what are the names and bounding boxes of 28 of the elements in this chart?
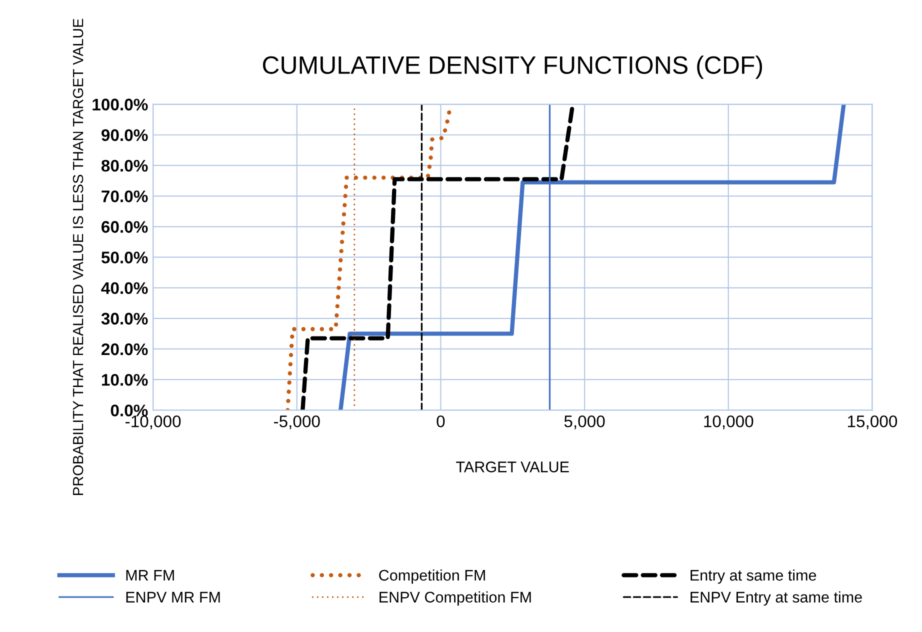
y-tick-label: 30.0% — [101, 312, 148, 325]
x-axis-title: TARGET VALUE — [456, 462, 569, 472]
y-tick-label: 50.0% — [101, 252, 148, 264]
x-tick-label: -10,000 — [126, 415, 181, 430]
y-tick-label: 0.0% — [110, 404, 148, 416]
line-series — [338, 104, 846, 410]
y-tick-label: 40.0% — [101, 282, 148, 294]
y-tick-label: 80.0% — [101, 160, 148, 172]
y-tick-label: 100.0% — [92, 98, 148, 110]
y-tick-label: 10.0% — [102, 374, 148, 386]
y-tick-label: 60.0% — [102, 221, 148, 233]
x-tick-label: 5,000 — [564, 415, 605, 430]
legend-label: Entry at same time — [690, 569, 816, 584]
line-series — [300, 104, 575, 410]
chart-title: CUMULATIVE DENSITY FUNCTIONS (CDF) — [262, 56, 762, 79]
x-tick-label: -5,000 — [274, 415, 320, 430]
y-axis-title: PROBABILITY THAT REALISED VALUE IS LESS THAN TARGET VALUE — [72, 18, 84, 496]
x-tick-label: 0 — [436, 415, 445, 428]
y-tick-label: 70.0% — [102, 190, 148, 202]
legend-label: Competition FM — [379, 569, 485, 584]
legend-label: ENPV Competition FM — [380, 591, 531, 606]
x-tick-label: 15,000 — [848, 415, 898, 430]
legend-label: MR FM — [126, 570, 174, 581]
legend-label: ENPV MR FM — [126, 592, 220, 602]
legend-label: ENPV Entry at same time — [690, 591, 862, 606]
x-tick-label: 10,000 — [704, 415, 754, 430]
y-tick-label: 90.0% — [102, 129, 148, 142]
y-tick-label: 20.0% — [102, 343, 148, 356]
